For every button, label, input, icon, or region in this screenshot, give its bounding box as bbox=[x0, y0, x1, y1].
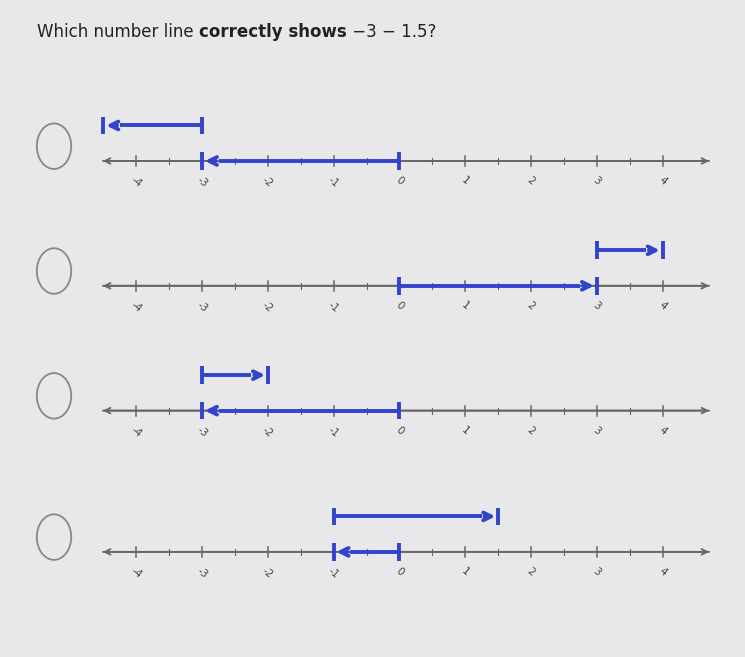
Text: -3: -3 bbox=[195, 300, 209, 314]
Text: −3 − 1.5?: −3 − 1.5? bbox=[347, 23, 437, 41]
Text: -4: -4 bbox=[129, 300, 144, 314]
Text: 2: 2 bbox=[525, 424, 536, 436]
Text: 3: 3 bbox=[591, 300, 603, 311]
Text: 2: 2 bbox=[525, 175, 536, 187]
Text: -2: -2 bbox=[261, 300, 275, 314]
Text: 0: 0 bbox=[394, 300, 405, 311]
Text: -4: -4 bbox=[129, 424, 144, 439]
Text: -1: -1 bbox=[326, 566, 341, 580]
Text: -3: -3 bbox=[195, 566, 209, 580]
Text: -2: -2 bbox=[261, 566, 275, 580]
Text: 3: 3 bbox=[591, 175, 603, 187]
Text: 4: 4 bbox=[657, 300, 668, 311]
Text: 1: 1 bbox=[460, 566, 471, 578]
Text: 1: 1 bbox=[460, 300, 471, 311]
Text: 4: 4 bbox=[657, 175, 668, 187]
Text: 3: 3 bbox=[591, 424, 603, 436]
Text: 3: 3 bbox=[591, 566, 603, 578]
Text: 4: 4 bbox=[657, 424, 668, 436]
Text: -1: -1 bbox=[326, 424, 341, 439]
Text: 1: 1 bbox=[460, 175, 471, 187]
Text: 0: 0 bbox=[394, 566, 405, 578]
Text: -3: -3 bbox=[195, 424, 209, 439]
Text: -4: -4 bbox=[129, 175, 144, 189]
Text: 0: 0 bbox=[394, 424, 405, 436]
Text: Which number line: Which number line bbox=[37, 23, 199, 41]
Text: -1: -1 bbox=[326, 175, 341, 189]
Text: -4: -4 bbox=[129, 566, 144, 580]
Text: -2: -2 bbox=[261, 175, 275, 189]
Text: -3: -3 bbox=[195, 175, 209, 189]
Text: 2: 2 bbox=[525, 300, 536, 311]
Text: correctly shows: correctly shows bbox=[199, 23, 347, 41]
Text: 1: 1 bbox=[460, 424, 471, 436]
Text: 4: 4 bbox=[657, 566, 668, 578]
Text: -1: -1 bbox=[326, 300, 341, 314]
Text: -2: -2 bbox=[261, 424, 275, 439]
Text: 2: 2 bbox=[525, 566, 536, 578]
Text: 0: 0 bbox=[394, 175, 405, 187]
